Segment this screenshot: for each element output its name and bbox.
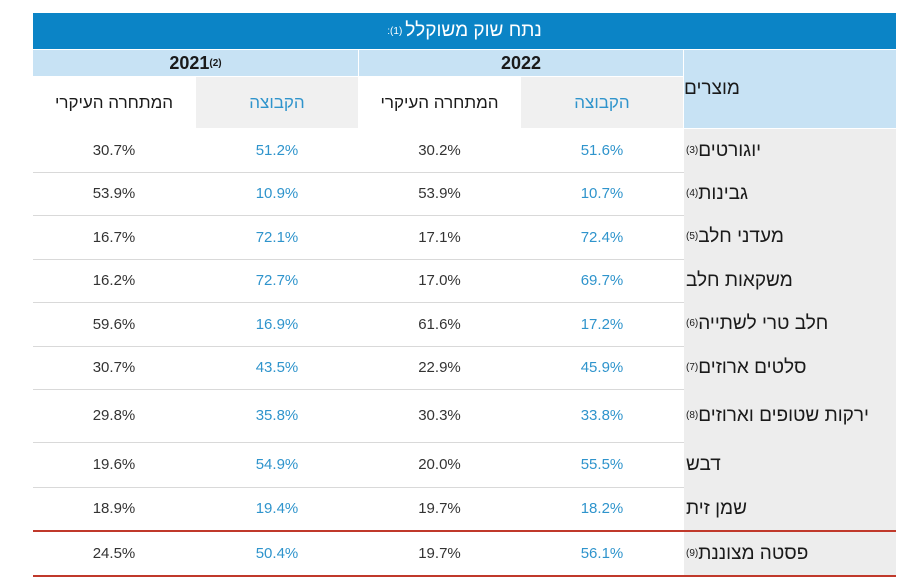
- table-row: 29.8% 35.8% 30.3% 33.8% ירקות שטופים וארוזים…: [33, 389, 896, 443]
- group-2022-cell: 33.8%: [580, 407, 624, 424]
- competitor-2021-cell: 19.6%: [92, 456, 136, 473]
- competitor-2022-cell: 53.9%: [418, 185, 461, 202]
- competitor-2021-cell: 16.2%: [92, 272, 136, 289]
- group-2022-cell: 72.4%: [580, 228, 624, 246]
- group-header-2022: הקבוצה: [521, 77, 683, 128]
- product-footnote: (3): [686, 144, 699, 156]
- product-name: ירקות שטופים וארוזים: [698, 404, 869, 426]
- product-footnote: (5): [686, 231, 699, 242]
- competitor-2021-cell: 30.7%: [92, 142, 136, 159]
- table-row: 18.9% 19.4% 19.7% 18.2% שמן זית: [33, 487, 896, 531]
- group-2022-cell: 56.1%: [580, 545, 624, 562]
- table-row: 19.6% 54.9% 20.0% 55.5% דבש: [33, 442, 896, 488]
- competitor-2022-cell: 20.0%: [418, 456, 461, 473]
- competitor-2021-cell: 29.8%: [92, 407, 136, 424]
- table-row: 24.5% 50.4% 19.7% 56.1% פסטה מצוננת (9): [33, 530, 896, 577]
- competitor-2021-cell: 16.7%: [92, 228, 136, 246]
- year-label: 2022: [500, 52, 542, 73]
- group-2022-cell: 45.9%: [580, 359, 624, 376]
- competitor-2022-cell: 17.0%: [418, 272, 461, 289]
- competitor-2021-cell: 18.9%: [92, 500, 136, 517]
- product-name-cell: משקאות חלב: [684, 259, 896, 302]
- year-note: (2): [209, 57, 222, 69]
- group-2022-cell: 51.6%: [580, 142, 624, 159]
- group-2022-cell: 69.7%: [580, 272, 624, 289]
- product-name-cell: מעדני חלב (5): [684, 215, 896, 259]
- table-row: 16.7% 72.1% 17.1% 72.4% מעדני חלב (5): [33, 215, 896, 260]
- product-footnote: (4): [686, 187, 699, 199]
- competitor-header-2021: המתחרה העיקרי: [33, 77, 195, 128]
- group-2022-cell: 55.5%: [580, 456, 624, 473]
- table-row: 16.2% 72.7% 17.0% 69.7% משקאות חלב: [33, 259, 896, 303]
- product-name-cell: פסטה מצוננת (9): [684, 532, 896, 575]
- product-name: יוגורטים: [698, 139, 762, 161]
- competitor-2021-cell: 53.9%: [92, 185, 136, 202]
- product-footnote: (9): [686, 547, 699, 559]
- competitor-2022-cell: 30.2%: [418, 142, 461, 159]
- product-footnote: (8): [686, 409, 699, 421]
- group-2021-cell: 19.4%: [255, 500, 299, 517]
- product-name: גבינות: [698, 182, 749, 204]
- competitor-header-2022: המתחרה העיקרי: [359, 77, 520, 128]
- year-header-2022: 2022: [359, 50, 683, 76]
- competitor-2022-cell: 61.6%: [418, 315, 461, 333]
- competitor-2022-cell: 19.7%: [418, 500, 461, 517]
- product-name: משקאות חלב: [686, 269, 793, 291]
- group-2021-cell: 35.8%: [255, 407, 299, 424]
- group-2021-cell: 16.9%: [255, 315, 299, 333]
- product-name-cell: סלטים ארוזים (7): [684, 346, 896, 389]
- product-name-cell: שמן זית: [684, 487, 896, 530]
- product-name: דבש: [686, 453, 721, 475]
- competitor-2021-cell: 59.6%: [92, 315, 136, 333]
- group-2021-cell: 50.4%: [255, 545, 299, 562]
- table-row: 59.6% 16.9% 61.6% 17.2% חלב טרי לשתייה (6): [33, 302, 896, 347]
- competitor-2022-cell: 19.7%: [418, 545, 461, 562]
- product-name-cell: יוגורטים (3): [684, 129, 896, 172]
- product-name-cell: דבש: [684, 442, 896, 487]
- product-footnote: (6): [686, 318, 699, 329]
- competitor-2022-cell: 30.3%: [418, 407, 461, 424]
- table-row: 30.7% 43.5% 22.9% 45.9% סלטים ארוזים (7): [33, 346, 896, 390]
- group-2021-cell: 51.2%: [255, 142, 299, 159]
- product-name-cell: גבינות (4): [684, 172, 896, 215]
- product-name-cell: ירקות שטופים וארוזים (8): [684, 389, 896, 442]
- product-footnote: (7): [686, 361, 699, 373]
- group-2021-cell: 72.1%: [255, 228, 299, 246]
- competitor-2022-cell: 22.9%: [418, 359, 461, 376]
- group-2021-cell: 10.9%: [255, 185, 299, 202]
- competitor-2021-cell: 30.7%: [92, 359, 136, 376]
- table-title-note: (1):: [387, 25, 403, 37]
- year-header-2021: 2021 (2): [33, 50, 358, 76]
- product-name: שמן זית: [686, 497, 747, 519]
- product-name: סלטים ארוזים: [698, 356, 807, 378]
- products-column-header: מוצרים: [684, 50, 896, 128]
- table-row: 30.7% 51.2% 30.2% 51.6% יוגורטים (3): [33, 129, 896, 173]
- table-title: נתח שוק משוקלל (1):: [33, 13, 896, 49]
- group-2022-cell: 18.2%: [580, 500, 624, 517]
- product-name-cell: חלב טרי לשתייה (6): [684, 302, 896, 346]
- product-name: מעדני חלב: [698, 226, 784, 247]
- group-2022-cell: 10.7%: [580, 185, 624, 202]
- group-2021-cell: 43.5%: [255, 359, 299, 376]
- table-row: 53.9% 10.9% 53.9% 10.7% גבינות (4): [33, 172, 896, 216]
- product-name: חלב טרי לשתייה: [698, 313, 829, 334]
- group-header-2021: הקבוצה: [196, 77, 358, 128]
- group-2021-cell: 72.7%: [255, 272, 299, 289]
- product-name: פסטה מצוננת: [698, 542, 809, 564]
- year-label: 2021: [169, 52, 210, 73]
- table-title-text: נתח שוק משוקלל: [405, 20, 542, 41]
- group-2021-cell: 54.9%: [255, 456, 299, 473]
- competitor-2021-cell: 24.5%: [92, 545, 136, 562]
- group-2022-cell: 17.2%: [580, 315, 624, 333]
- competitor-2022-cell: 17.1%: [418, 228, 461, 246]
